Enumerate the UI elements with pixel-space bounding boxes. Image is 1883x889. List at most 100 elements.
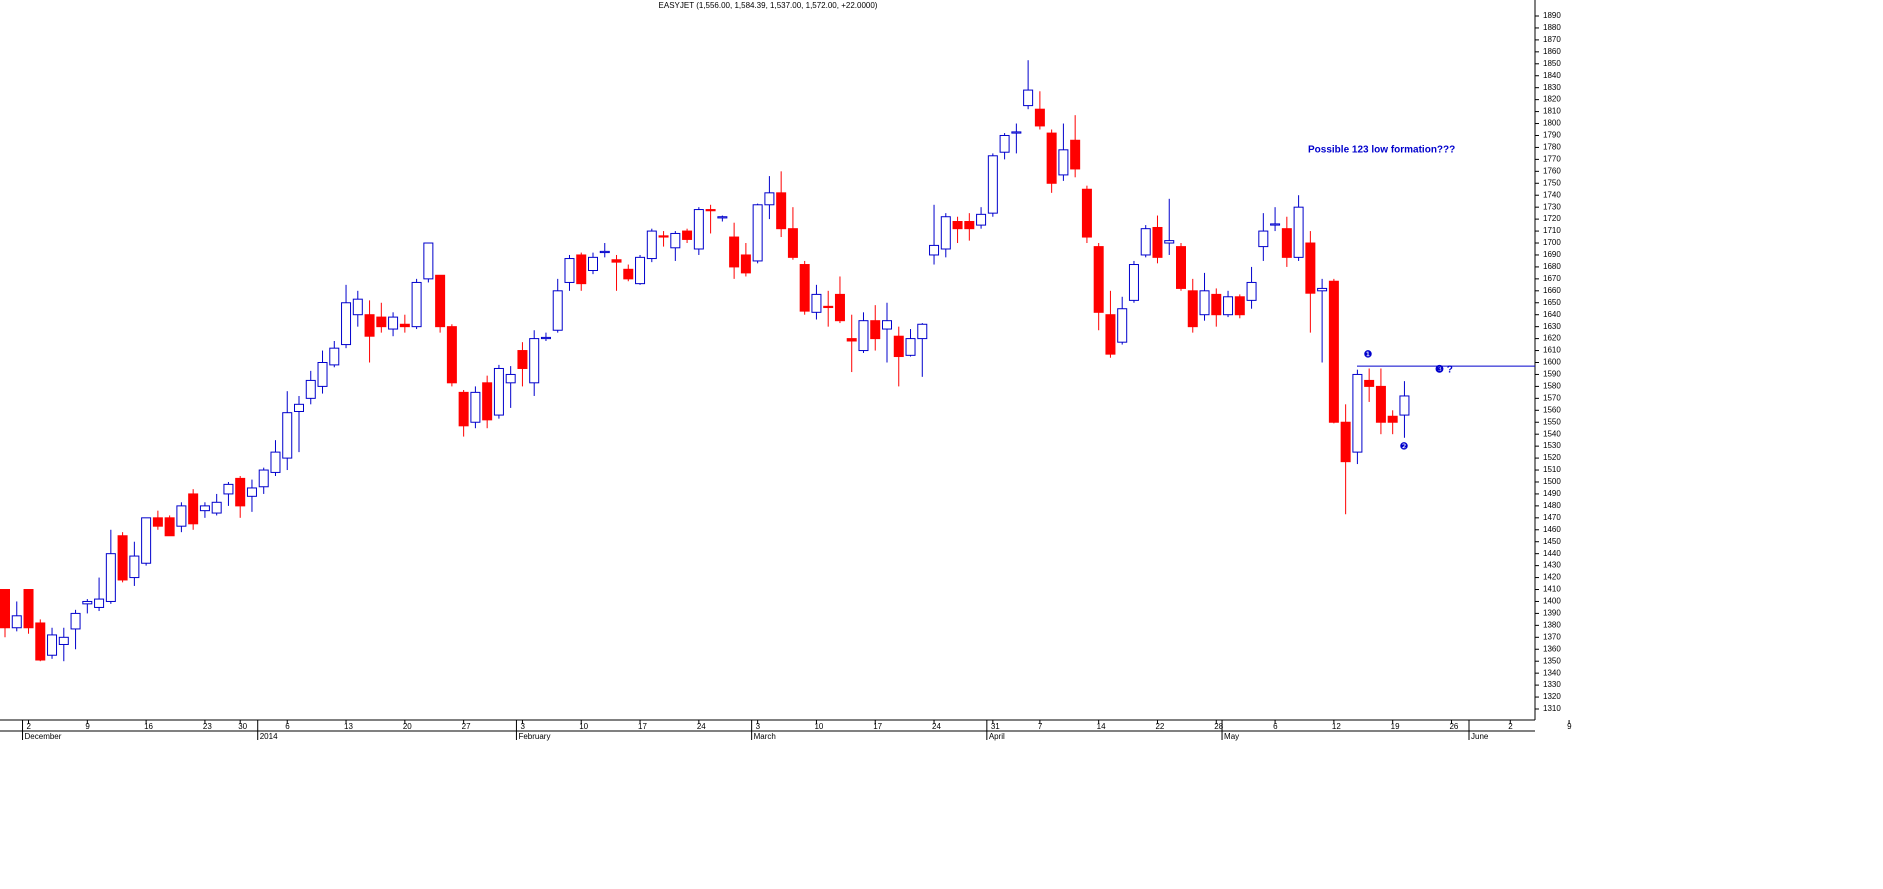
x-tick-label: 17 bbox=[873, 722, 882, 731]
candle-body bbox=[352, 298, 363, 316]
annotation: ❸ ? bbox=[1435, 365, 1453, 376]
y-tick-label: 1740 bbox=[1543, 190, 1561, 199]
y-tick-label: 1840 bbox=[1543, 71, 1561, 80]
candle-body bbox=[482, 382, 493, 421]
annotation: Possible 123 low formation??? bbox=[1308, 145, 1455, 156]
candle-body bbox=[858, 320, 869, 352]
candle-body bbox=[1023, 89, 1034, 107]
candle-body bbox=[964, 221, 975, 230]
y-tick-label: 1700 bbox=[1543, 238, 1561, 247]
candle-body bbox=[1352, 373, 1363, 453]
y-tick-label: 1330 bbox=[1543, 680, 1561, 689]
candle-body bbox=[693, 209, 704, 250]
y-tick-label: 1750 bbox=[1543, 178, 1561, 187]
y-tick-label: 1880 bbox=[1543, 23, 1561, 32]
x-tick-label: 2 bbox=[1508, 722, 1513, 731]
x-tick-label: 6 bbox=[285, 722, 290, 731]
x-tick-label: 13 bbox=[344, 722, 353, 731]
month-label: April bbox=[989, 732, 1005, 741]
x-tick-label: 27 bbox=[462, 722, 471, 731]
y-tick-label: 1640 bbox=[1543, 310, 1561, 319]
y-tick-label: 1500 bbox=[1543, 477, 1561, 486]
month-label: February bbox=[518, 732, 550, 741]
month-label: March bbox=[754, 732, 776, 741]
candle-body bbox=[1164, 240, 1175, 244]
candle-body bbox=[1234, 296, 1245, 316]
candle-body bbox=[646, 230, 657, 260]
y-tick-label: 1860 bbox=[1543, 47, 1561, 56]
candle-body bbox=[1152, 226, 1163, 258]
candle-body bbox=[564, 258, 575, 283]
candle-body bbox=[294, 403, 304, 412]
candle-body bbox=[929, 244, 940, 256]
candle-body bbox=[70, 612, 81, 630]
candle-body bbox=[1187, 290, 1198, 328]
candle-body bbox=[388, 316, 399, 330]
chart-title: EASYJET (1,556.00, 1,584.39, 1,537.00, 1… bbox=[659, 1, 878, 10]
candle-body bbox=[987, 155, 998, 214]
candle-body bbox=[599, 250, 610, 254]
month-label: 2014 bbox=[260, 732, 278, 741]
candle-body bbox=[905, 338, 916, 356]
candle-body bbox=[552, 290, 563, 331]
candle-body bbox=[129, 555, 140, 579]
candle-body bbox=[834, 293, 845, 322]
candle-body bbox=[1364, 379, 1375, 387]
candle-body bbox=[729, 236, 740, 268]
candle-body bbox=[105, 553, 116, 602]
candle-body bbox=[470, 391, 481, 423]
candle-body bbox=[787, 228, 798, 258]
y-tick-label: 1490 bbox=[1543, 489, 1561, 498]
y-tick-label: 1780 bbox=[1543, 143, 1561, 152]
candle-body bbox=[11, 615, 22, 629]
candle-body bbox=[493, 367, 504, 416]
y-tick-label: 1450 bbox=[1543, 537, 1561, 546]
month-label: May bbox=[1224, 732, 1239, 741]
y-tick-label: 1720 bbox=[1543, 214, 1561, 223]
y-tick-label: 1410 bbox=[1543, 585, 1561, 594]
candle-body bbox=[1093, 246, 1104, 313]
y-tick-label: 1400 bbox=[1543, 597, 1561, 606]
x-tick-label: 7 bbox=[1038, 722, 1043, 731]
x-tick-label: 3 bbox=[520, 722, 525, 731]
candle-body bbox=[1211, 293, 1222, 316]
candle-body bbox=[164, 517, 175, 537]
candle-body bbox=[399, 323, 410, 328]
y-tick-label: 1460 bbox=[1543, 525, 1561, 534]
candle-body bbox=[799, 264, 810, 312]
x-tick-label: 30 bbox=[238, 722, 247, 731]
candle-body bbox=[258, 469, 269, 488]
x-tick-label: 24 bbox=[932, 722, 941, 731]
y-tick-label: 1520 bbox=[1543, 453, 1561, 462]
y-tick-label: 1870 bbox=[1543, 35, 1561, 44]
candle-body bbox=[740, 254, 751, 274]
candle-body bbox=[917, 323, 928, 340]
candle-body bbox=[176, 505, 187, 527]
candle-body bbox=[0, 589, 10, 629]
candle-body bbox=[1293, 206, 1304, 258]
candle-body bbox=[588, 256, 598, 271]
candle-body bbox=[1328, 280, 1339, 423]
candle-body bbox=[376, 316, 387, 328]
candle-body bbox=[1223, 296, 1234, 316]
candle-body bbox=[411, 281, 422, 328]
candle-body bbox=[882, 320, 892, 330]
y-tick-label: 1530 bbox=[1543, 441, 1561, 450]
y-tick-label: 1800 bbox=[1543, 119, 1561, 128]
y-tick-label: 1810 bbox=[1543, 107, 1561, 116]
month-label: June bbox=[1471, 732, 1489, 741]
x-tick-label: 9 bbox=[1567, 722, 1572, 731]
candle-body bbox=[635, 256, 646, 285]
y-tick-label: 1420 bbox=[1543, 573, 1561, 582]
candle-body bbox=[976, 213, 987, 226]
candle-body bbox=[82, 600, 93, 605]
y-tick-label: 1630 bbox=[1543, 322, 1561, 331]
candle-body bbox=[23, 589, 34, 629]
candle-body bbox=[117, 535, 128, 581]
candle-body bbox=[870, 320, 881, 340]
candle-body bbox=[58, 636, 69, 645]
y-tick-label: 1820 bbox=[1543, 95, 1561, 104]
candle-body bbox=[1070, 139, 1081, 170]
x-tick-label: 20 bbox=[403, 722, 412, 731]
